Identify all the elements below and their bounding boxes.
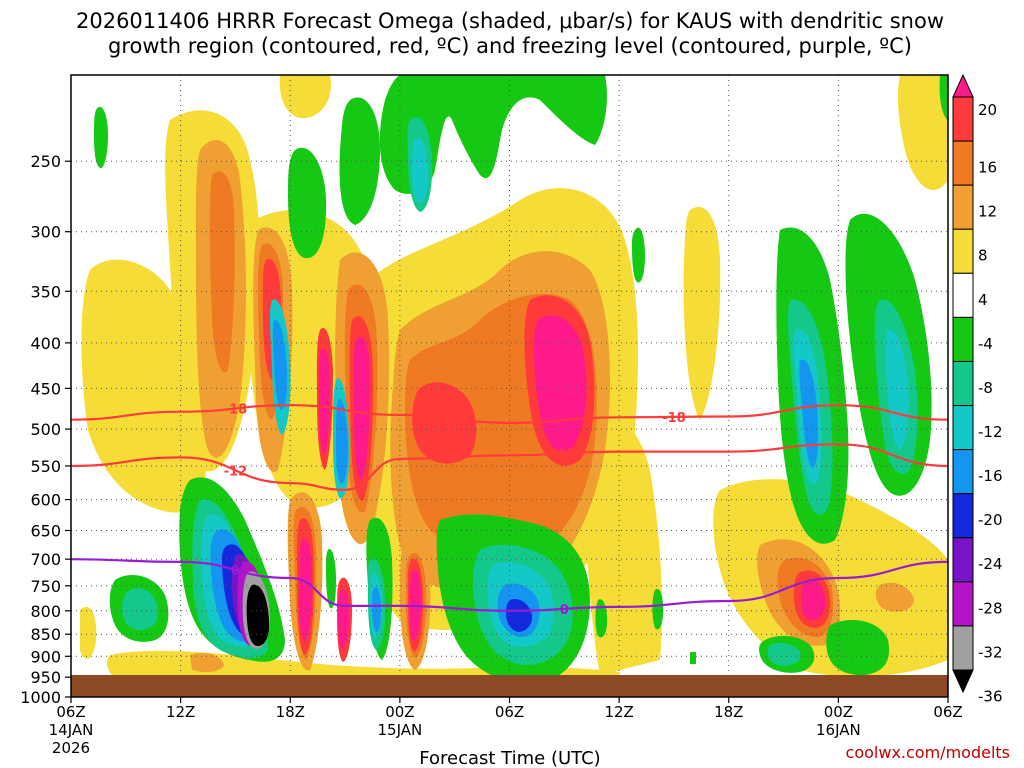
contour-line bbox=[71, 558, 948, 612]
y-tick-label: 550 bbox=[30, 457, 61, 476]
x-tick-label: 06Z bbox=[933, 703, 962, 721]
contour-lines: -18 -18 -12 -12 0 0 bbox=[71, 402, 948, 618]
x-tick-label: 12Z bbox=[166, 703, 195, 721]
y-tick-label: 400 bbox=[30, 334, 61, 353]
contour-label: -12 bbox=[224, 464, 248, 479]
x-tick-date: 16JAN bbox=[816, 721, 861, 739]
y-tick-label: 650 bbox=[30, 522, 61, 541]
colorbar-label: -16 bbox=[978, 467, 1003, 485]
contour-label: -12 bbox=[553, 447, 577, 462]
colorbar-label: 12 bbox=[978, 203, 997, 221]
y-tick-label: 900 bbox=[30, 647, 61, 666]
colorbar-band bbox=[952, 537, 974, 583]
x-tick-label: 00Z bbox=[385, 703, 414, 721]
chart-title-line-1: 2026011406 HRRR Forecast Omega (shaded, … bbox=[76, 9, 944, 33]
colorbar-band bbox=[952, 625, 974, 671]
y-tick-label: 350 bbox=[30, 282, 61, 301]
contour-label: -18 bbox=[224, 402, 248, 417]
colorbar-label: 8 bbox=[978, 247, 988, 265]
x-tick-label: 06Z bbox=[56, 703, 85, 721]
y-axis: 250 300 350 400 450 500 550 600 650 700 750 800 850 9… bbox=[20, 152, 71, 707]
colorbar-band bbox=[952, 140, 974, 186]
x-tick-date: 15JAN bbox=[378, 721, 423, 739]
colorbar-label: -28 bbox=[978, 599, 1003, 617]
contour-label: 0 bbox=[560, 603, 569, 618]
colorbar-band bbox=[952, 581, 974, 627]
colorbar-band bbox=[952, 184, 974, 230]
x-tick-label: 18Z bbox=[276, 703, 305, 721]
y-tick-label: 700 bbox=[30, 550, 61, 569]
y-tick-label: 250 bbox=[30, 152, 61, 171]
y-tick-label: 750 bbox=[30, 577, 61, 596]
x-tick-label: 18Z bbox=[714, 703, 743, 721]
colorbar-bottom-arrow bbox=[952, 669, 974, 694]
contour-label: 0 bbox=[231, 564, 240, 579]
colorbar-label: -32 bbox=[978, 643, 1003, 661]
colorbar-band bbox=[952, 360, 974, 407]
colorbar-label: -12 bbox=[978, 423, 1003, 441]
colorbar-band bbox=[952, 228, 974, 274]
colorbar-band bbox=[952, 405, 974, 451]
colorbar-label: -4 bbox=[978, 335, 993, 353]
colorbar-band bbox=[952, 272, 974, 318]
y-tick-label: 800 bbox=[30, 602, 61, 621]
x-tick-label: 00Z bbox=[824, 703, 853, 721]
x-axis-label: Forecast Time (UTC) bbox=[419, 748, 600, 768]
colorbar-top-arrow bbox=[952, 73, 974, 98]
colorbar-label: -8 bbox=[978, 379, 993, 397]
chart-title-line-2: growth region (contoured, red, ºC) and f… bbox=[108, 34, 912, 58]
ground-surface bbox=[71, 675, 948, 697]
credit-text: coolwx.com/modelts bbox=[846, 743, 1010, 762]
y-tick-label: 950 bbox=[30, 668, 61, 687]
colorbar-band bbox=[952, 449, 974, 495]
y-tick-label: 1000 bbox=[20, 688, 61, 707]
colorbar-band bbox=[952, 96, 974, 142]
y-tick-label: 600 bbox=[30, 491, 61, 510]
x-tick-year: 2026 bbox=[52, 739, 90, 757]
x-tick-label: 06Z bbox=[495, 703, 524, 721]
contour-line bbox=[71, 443, 948, 491]
y-tick-label: 500 bbox=[30, 420, 61, 439]
colorbar-band bbox=[952, 316, 974, 362]
grid-lines bbox=[71, 75, 948, 697]
omega-shading bbox=[80, 75, 948, 693]
y-tick-label: 450 bbox=[30, 379, 61, 398]
colorbar-label: 4 bbox=[978, 291, 988, 309]
contour-label: -18 bbox=[662, 411, 686, 426]
colorbar-label: 16 bbox=[978, 159, 997, 177]
colorbar-label: 20 bbox=[978, 101, 997, 119]
colorbar-label: -20 bbox=[978, 511, 1003, 529]
colorbar-band bbox=[952, 493, 974, 539]
contour-line bbox=[71, 404, 948, 425]
colorbar-label: -36 bbox=[978, 687, 1003, 705]
x-tick-label: 12Z bbox=[604, 703, 633, 721]
y-tick-label: 300 bbox=[30, 223, 61, 242]
x-tick-date: 14JAN bbox=[49, 721, 94, 739]
colorbar: 20 16 12 8 4 -4 -8 -12 -16 -20 -24 -28 -32 -36 bbox=[952, 73, 1003, 705]
colorbar-label: -24 bbox=[978, 555, 1003, 573]
y-tick-label: 850 bbox=[30, 625, 61, 644]
